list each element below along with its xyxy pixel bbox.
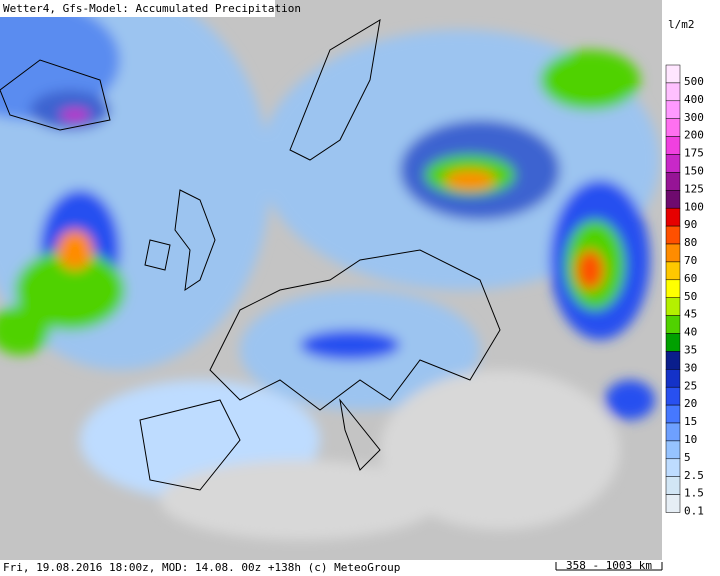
legend-swatch [665, 118, 681, 137]
legend-label: 150 [684, 164, 704, 177]
legend-swatch [665, 422, 681, 442]
legend-swatch [665, 494, 681, 513]
legend-swatch [665, 82, 681, 102]
legend-swatch [665, 333, 681, 352]
legend-label: 1.5 [684, 487, 704, 500]
legend-label: 300 [684, 111, 704, 124]
legend-swatch [665, 172, 681, 191]
legend-label: 90 [684, 218, 697, 231]
legend-label: 175 [684, 147, 704, 160]
legend-label: 500 [684, 75, 704, 88]
legend-label: 60 [684, 272, 697, 285]
legend-label: 80 [684, 236, 697, 249]
legend-swatch [665, 136, 681, 155]
legend-label: 20 [684, 397, 697, 410]
footer-bar [0, 560, 720, 576]
legend-label: 0.1 [684, 505, 704, 518]
title: Wetter4, Gfs-Model: Accumulated Precipit… [3, 2, 301, 15]
legend-swatch [665, 100, 681, 119]
legend-label: 25 [684, 379, 697, 392]
legend-swatch [665, 404, 681, 424]
legend-swatch [665, 64, 681, 84]
legend-swatch [665, 369, 681, 388]
map [0, 0, 662, 560]
legend-swatch [665, 190, 681, 209]
legend-swatch [665, 476, 681, 495]
legend-label: 125 [684, 182, 704, 195]
legend-swatch [665, 297, 681, 316]
scale-label: 358 - 1003 km [566, 559, 652, 572]
legend-label: 70 [684, 254, 697, 267]
legend-swatch [665, 315, 681, 334]
legend-swatch [665, 207, 681, 227]
footer-info: Fri, 19.08.2016 18:00z, MOD: 14.08. 00z … [3, 561, 400, 574]
legend-label: 10 [684, 433, 697, 446]
legend-swatch [665, 351, 681, 370]
legend-label: 15 [684, 415, 697, 428]
legend-unit: l/m2 [668, 18, 695, 31]
legend-label: 45 [684, 308, 697, 321]
legend-swatch [665, 243, 681, 263]
legend-label: 200 [684, 129, 704, 142]
legend-swatch [665, 440, 681, 460]
legend-label: 100 [684, 200, 704, 213]
legend-label: 400 [684, 93, 704, 106]
legend-swatch [665, 458, 681, 477]
legend-label: 2.5 [684, 469, 704, 482]
legend-label: 40 [684, 326, 697, 339]
legend-swatch [665, 279, 681, 298]
precip-field [0, 0, 660, 540]
legend-swatch [665, 154, 681, 173]
coastlines [0, 19, 501, 491]
legend-label: 50 [684, 290, 697, 303]
legend-label: 30 [684, 361, 697, 374]
legend-swatch [665, 225, 681, 245]
legend-swatch [665, 386, 681, 406]
legend-label: 35 [684, 343, 697, 356]
title-bar [0, 0, 275, 17]
legend-label: 5 [684, 451, 691, 464]
legend: 500 400 300 200 175 150 125 100 90 80 70 60 50 45 40 35… [665, 64, 704, 518]
legend-swatch [665, 261, 681, 281]
